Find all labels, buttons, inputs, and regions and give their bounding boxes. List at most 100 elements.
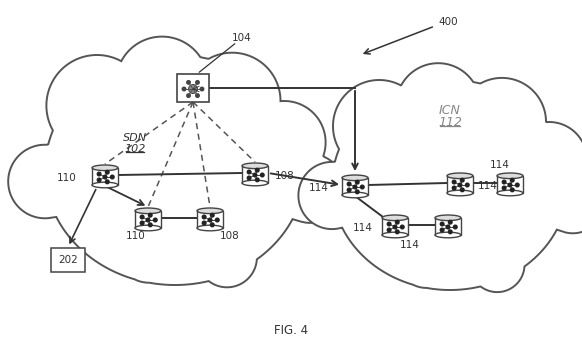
Ellipse shape bbox=[242, 163, 268, 169]
Circle shape bbox=[203, 215, 206, 219]
Circle shape bbox=[211, 213, 214, 217]
Circle shape bbox=[400, 225, 404, 229]
Text: 108: 108 bbox=[275, 171, 294, 181]
Text: 112: 112 bbox=[438, 116, 462, 129]
Ellipse shape bbox=[197, 208, 223, 214]
Text: 110: 110 bbox=[57, 173, 77, 183]
Circle shape bbox=[508, 183, 512, 187]
Circle shape bbox=[448, 220, 452, 224]
Circle shape bbox=[111, 175, 114, 179]
Circle shape bbox=[97, 172, 101, 176]
Circle shape bbox=[393, 225, 397, 229]
Circle shape bbox=[502, 180, 506, 184]
Text: SDN: SDN bbox=[123, 133, 147, 143]
Bar bbox=[51, 248, 85, 272]
Circle shape bbox=[189, 84, 197, 93]
Circle shape bbox=[148, 213, 152, 217]
Circle shape bbox=[387, 228, 391, 232]
Circle shape bbox=[196, 94, 199, 97]
Bar bbox=[342, 178, 368, 195]
Circle shape bbox=[146, 218, 150, 222]
Circle shape bbox=[200, 87, 204, 91]
Circle shape bbox=[187, 94, 190, 97]
Bar bbox=[92, 168, 118, 185]
Ellipse shape bbox=[447, 173, 473, 179]
Ellipse shape bbox=[342, 175, 368, 181]
Circle shape bbox=[140, 215, 144, 219]
Text: 114: 114 bbox=[353, 223, 373, 233]
Bar bbox=[242, 166, 268, 183]
Text: 104: 104 bbox=[232, 33, 252, 43]
Circle shape bbox=[247, 176, 251, 180]
Circle shape bbox=[395, 220, 399, 224]
Circle shape bbox=[356, 190, 359, 194]
Circle shape bbox=[353, 185, 357, 189]
Circle shape bbox=[387, 222, 391, 226]
Circle shape bbox=[347, 182, 351, 186]
Circle shape bbox=[261, 173, 264, 177]
Text: 400: 400 bbox=[438, 17, 457, 27]
Circle shape bbox=[182, 87, 186, 91]
Bar bbox=[135, 211, 161, 228]
Circle shape bbox=[516, 183, 519, 187]
Circle shape bbox=[253, 173, 257, 177]
Circle shape bbox=[466, 183, 469, 187]
Circle shape bbox=[247, 170, 251, 174]
Circle shape bbox=[395, 230, 399, 234]
Circle shape bbox=[196, 81, 199, 84]
Circle shape bbox=[453, 225, 457, 229]
Ellipse shape bbox=[135, 208, 161, 214]
Circle shape bbox=[215, 218, 219, 222]
Circle shape bbox=[105, 180, 109, 184]
Circle shape bbox=[458, 183, 462, 187]
Circle shape bbox=[460, 178, 464, 182]
Circle shape bbox=[452, 180, 456, 184]
Circle shape bbox=[187, 81, 190, 84]
Circle shape bbox=[105, 170, 109, 174]
Bar bbox=[435, 218, 461, 235]
Ellipse shape bbox=[382, 232, 408, 238]
Circle shape bbox=[154, 218, 157, 222]
Ellipse shape bbox=[382, 215, 408, 221]
Text: 110: 110 bbox=[126, 231, 146, 241]
Circle shape bbox=[356, 180, 359, 184]
Circle shape bbox=[460, 188, 464, 192]
Bar bbox=[197, 211, 223, 228]
Ellipse shape bbox=[92, 165, 118, 171]
Ellipse shape bbox=[197, 225, 223, 231]
Text: ICN: ICN bbox=[439, 104, 461, 117]
Circle shape bbox=[208, 218, 212, 222]
Text: FIG. 4: FIG. 4 bbox=[274, 324, 308, 337]
Circle shape bbox=[446, 225, 450, 229]
Circle shape bbox=[510, 188, 514, 192]
Circle shape bbox=[510, 178, 514, 182]
Ellipse shape bbox=[92, 182, 118, 188]
Ellipse shape bbox=[497, 190, 523, 196]
Text: 202: 202 bbox=[58, 255, 78, 265]
Text: 114: 114 bbox=[478, 181, 498, 191]
Text: 114: 114 bbox=[490, 160, 510, 170]
Bar bbox=[177, 74, 209, 102]
Circle shape bbox=[211, 223, 214, 227]
Text: 114: 114 bbox=[309, 183, 329, 193]
Circle shape bbox=[140, 221, 144, 225]
Ellipse shape bbox=[497, 173, 523, 179]
Bar bbox=[447, 176, 473, 193]
Circle shape bbox=[103, 175, 107, 179]
Ellipse shape bbox=[435, 232, 461, 238]
Circle shape bbox=[203, 221, 206, 225]
Circle shape bbox=[360, 185, 364, 189]
Polygon shape bbox=[299, 63, 582, 292]
Circle shape bbox=[448, 230, 452, 234]
Text: 108: 108 bbox=[220, 231, 240, 241]
Ellipse shape bbox=[242, 180, 268, 186]
Bar bbox=[382, 218, 408, 235]
Ellipse shape bbox=[135, 225, 161, 231]
Circle shape bbox=[97, 178, 101, 182]
Circle shape bbox=[452, 186, 456, 190]
Circle shape bbox=[255, 178, 259, 182]
Text: 114: 114 bbox=[400, 240, 420, 250]
Circle shape bbox=[502, 186, 506, 190]
Bar bbox=[497, 176, 523, 193]
Text: 102: 102 bbox=[125, 144, 146, 154]
